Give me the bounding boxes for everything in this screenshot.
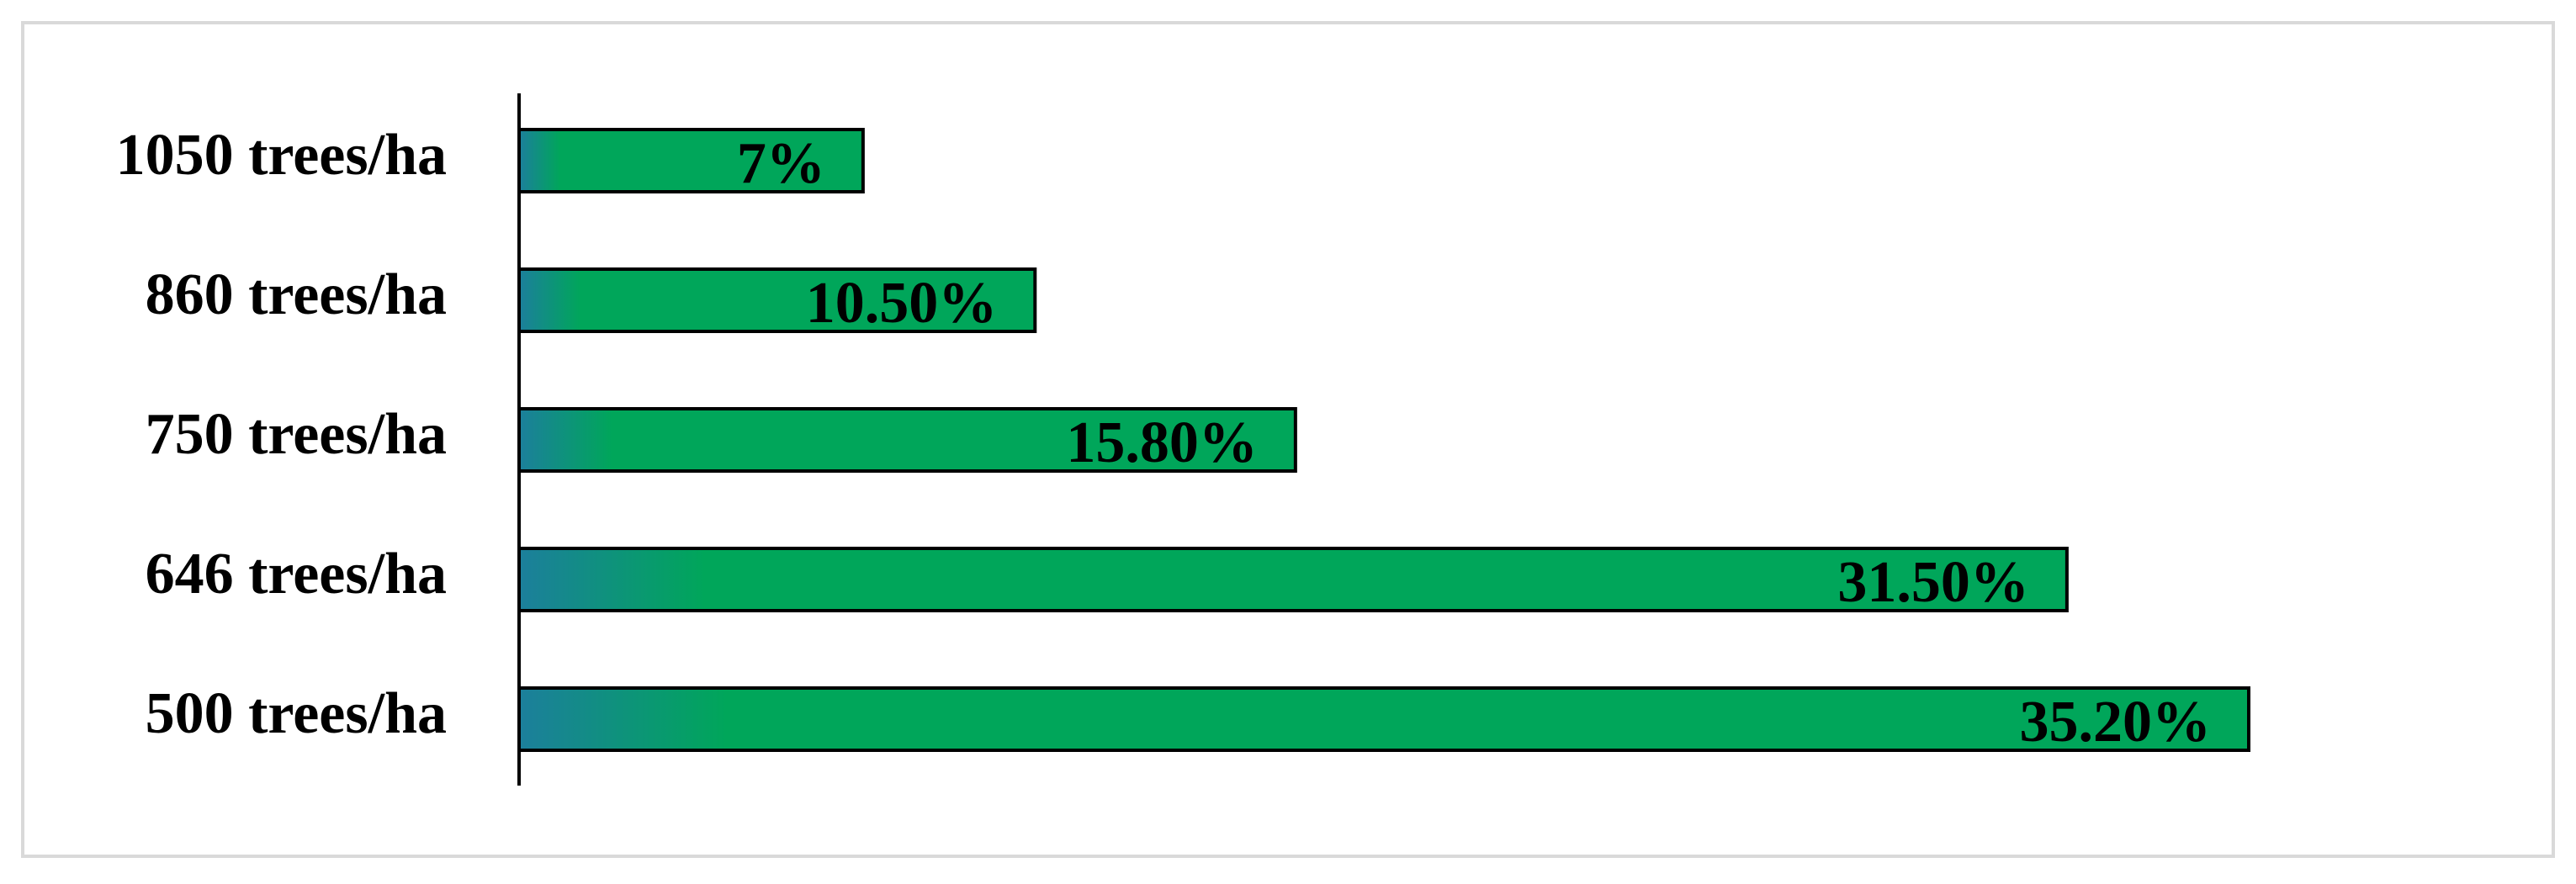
value-label: 31.50%: [1837, 550, 2029, 615]
value-label: 10.50%: [806, 271, 998, 336]
bar: [517, 547, 2069, 612]
value-label: 35.20%: [2020, 690, 2212, 754]
value-label: 7%: [737, 131, 825, 196]
category-label: 860 trees/ha: [146, 262, 447, 327]
category-label: 750 trees/ha: [146, 402, 447, 467]
category-label: 500 trees/ha: [146, 681, 447, 746]
bar: [517, 267, 1037, 333]
bar: [517, 407, 1297, 473]
category-label: 646 trees/ha: [146, 542, 447, 606]
bar: [517, 128, 865, 193]
bar: [517, 686, 2250, 752]
value-label: 15.80%: [1066, 410, 1258, 475]
category-label: 1050 trees/ha: [116, 123, 447, 188]
